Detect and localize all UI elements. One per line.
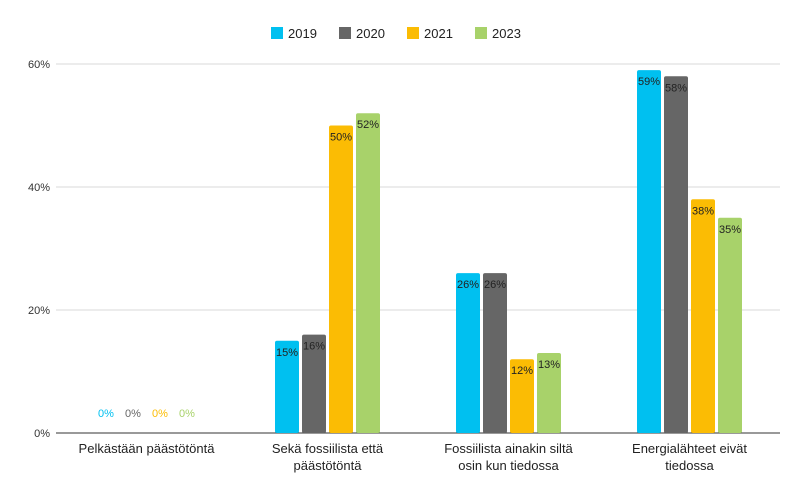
data-label: 15% bbox=[276, 347, 298, 359]
data-label: 35% bbox=[719, 224, 741, 236]
legend: 2019 2020 2021 2023 bbox=[271, 26, 521, 41]
bar-2020-cat-2 bbox=[483, 273, 507, 433]
legend-item-2019[interactable]: 2019 bbox=[271, 26, 317, 41]
data-label: 12% bbox=[511, 365, 533, 377]
data-label: 0% bbox=[152, 408, 168, 420]
data-label: 13% bbox=[538, 359, 560, 371]
data-label: 0% bbox=[98, 408, 114, 420]
legend-label: 2023 bbox=[492, 26, 521, 41]
y-tick-label: 40% bbox=[28, 182, 50, 194]
bar-2019-cat-2 bbox=[456, 273, 480, 433]
legend-item-2020[interactable]: 2020 bbox=[339, 26, 385, 41]
legend-label: 2021 bbox=[424, 26, 453, 41]
x-category-label: Energialähteet eivät bbox=[632, 441, 747, 456]
bar-2021-cat-3 bbox=[691, 199, 715, 433]
bar-2023-cat-3 bbox=[718, 217, 742, 433]
bar-2021-cat-1 bbox=[329, 125, 353, 433]
data-label: 26% bbox=[484, 279, 506, 291]
x-category-label: päästötöntä bbox=[294, 458, 363, 473]
x-category-label: tiedossa bbox=[665, 458, 714, 473]
legend-swatch bbox=[407, 27, 419, 39]
legend-swatch bbox=[271, 27, 283, 39]
y-tick-label: 0% bbox=[34, 428, 50, 440]
legend-item-2023[interactable]: 2023 bbox=[475, 26, 521, 41]
data-label: 0% bbox=[125, 408, 141, 420]
x-category-label: Fossiilista ainakin siltä bbox=[444, 441, 573, 456]
data-label: 50% bbox=[330, 132, 352, 144]
x-category-label: Pelkästään päästötöntä bbox=[79, 441, 216, 456]
bar-2021-cat-2 bbox=[510, 359, 534, 433]
bar-2020-cat-3 bbox=[664, 76, 688, 434]
data-label: 58% bbox=[665, 82, 687, 94]
x-category-label: Sekä fossiilista että bbox=[272, 441, 384, 456]
legend-label: 2020 bbox=[356, 26, 385, 41]
data-label: 59% bbox=[638, 76, 660, 88]
bar-2023-cat-2 bbox=[537, 353, 561, 433]
data-label: 26% bbox=[457, 279, 479, 291]
legend-swatch bbox=[339, 27, 351, 39]
data-label: 16% bbox=[303, 341, 325, 353]
y-tick-label: 60% bbox=[28, 59, 50, 71]
x-axis: Pelkästään päästötöntä Sekä fossiilista e… bbox=[79, 441, 748, 473]
legend-swatch bbox=[475, 27, 487, 39]
bar-2020-cat-1 bbox=[302, 334, 326, 433]
data-label: 52% bbox=[357, 119, 379, 131]
y-tick-label: 20% bbox=[28, 305, 50, 317]
bar-2019-cat-3 bbox=[637, 70, 661, 434]
legend-item-2021[interactable]: 2021 bbox=[407, 26, 453, 41]
legend-label: 2019 bbox=[288, 26, 317, 41]
data-label: 38% bbox=[692, 205, 714, 217]
bar-2023-cat-1 bbox=[356, 113, 380, 433]
data-label: 0% bbox=[179, 408, 195, 420]
bar-2019-cat-1 bbox=[275, 340, 299, 433]
y-axis: 0% 20% 40% 60% bbox=[28, 59, 50, 440]
data-labels: 0% 0% 0% 0% 15% 16% 50% 52% 26% 26% 12% 13% 59% 58% 38… bbox=[98, 76, 741, 420]
x-category-label: osin kun tiedossa bbox=[458, 458, 559, 473]
bars bbox=[275, 70, 742, 434]
